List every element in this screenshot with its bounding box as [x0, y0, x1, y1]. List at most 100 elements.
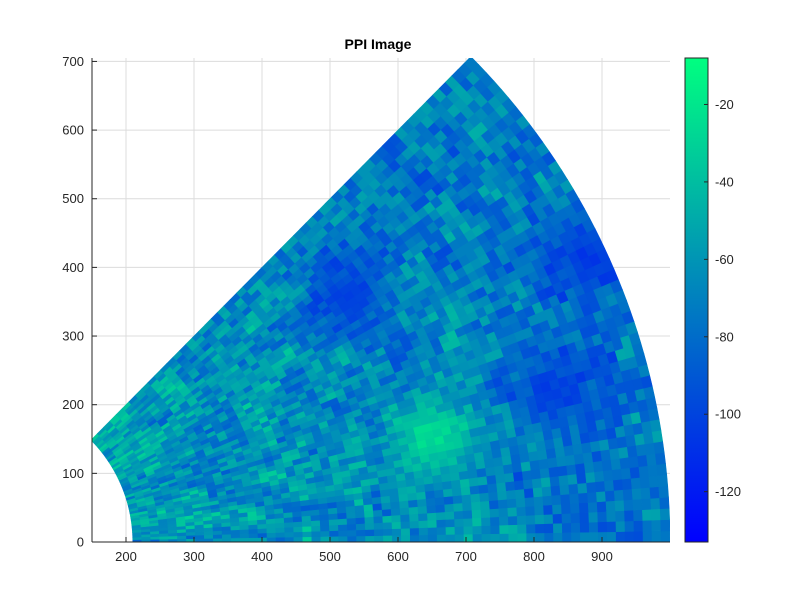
sector-cell	[511, 462, 523, 473]
sector-cell	[301, 520, 312, 527]
sector-cell	[557, 465, 569, 477]
sector-cell	[645, 396, 658, 411]
colorbar-ticks: -20 -40 -60 -80 -100 -120	[704, 97, 741, 499]
sector-cell	[329, 530, 339, 537]
sector-cell	[570, 512, 581, 524]
sector-cell	[648, 475, 660, 488]
x-tick-label: 300	[183, 549, 205, 564]
sector-cell	[487, 482, 498, 493]
sector-cell	[621, 477, 633, 490]
sector-cell	[374, 535, 384, 542]
sector-cell	[576, 472, 587, 484]
sector-cell	[538, 458, 550, 470]
sector-cell	[529, 459, 541, 471]
sector-cell	[485, 466, 496, 477]
sector-cell	[382, 528, 393, 536]
sector-cell	[275, 531, 286, 538]
sector-cell	[525, 514, 536, 525]
y-tick-label: 100	[62, 466, 84, 481]
sector-cell	[292, 521, 303, 528]
sector-cell	[626, 444, 638, 458]
sector-cell	[610, 457, 622, 471]
sector-cell	[622, 488, 634, 501]
sector-cell	[248, 537, 259, 542]
sector-cell	[195, 534, 205, 539]
sector-cell	[364, 516, 375, 524]
sector-cell	[460, 485, 472, 496]
sector-cell	[615, 520, 626, 532]
sector-cell	[658, 485, 669, 499]
sector-cell	[506, 489, 517, 500]
colorbar-tick-label: -20	[715, 97, 734, 112]
colorbar-tick-label: -80	[715, 329, 734, 344]
sector-cell	[488, 491, 499, 501]
sector-cell	[328, 518, 339, 526]
sector-cell	[548, 466, 560, 478]
sector-cell	[588, 521, 599, 533]
sector-cell	[275, 536, 286, 542]
sector-cell	[542, 495, 553, 506]
sector-cell	[346, 523, 357, 531]
sector-cell	[614, 499, 625, 512]
sector-cell	[257, 532, 268, 538]
sector-cell	[660, 519, 670, 532]
sector-cell	[383, 535, 393, 542]
sector-cell	[347, 529, 357, 537]
y-tick-label: 600	[62, 123, 84, 138]
sector-cell	[597, 511, 608, 523]
sector-cell	[633, 520, 644, 532]
sector-cell	[230, 537, 241, 542]
sector-cell	[302, 536, 313, 542]
sector-cell	[417, 505, 428, 514]
sector-cell	[284, 536, 295, 542]
sector-cell	[453, 510, 464, 520]
sector-cell	[390, 500, 401, 510]
sector-cell	[311, 530, 322, 537]
sector-cell	[637, 454, 649, 467]
sector-cell	[490, 516, 500, 526]
sector-cell	[521, 469, 533, 481]
sector-cell	[615, 531, 626, 542]
sector-cell	[372, 502, 383, 511]
sector-cell	[504, 472, 515, 483]
sector-cell	[508, 524, 519, 534]
sector-cell	[459, 478, 471, 488]
sector-cell	[436, 526, 447, 535]
sector-cell	[552, 513, 563, 524]
sector-cell	[356, 529, 366, 537]
sector-cell	[642, 508, 653, 521]
sector-cell	[407, 492, 418, 501]
sector-cell	[577, 482, 588, 494]
sector-cell	[532, 486, 544, 498]
sector-cell	[507, 506, 518, 517]
sector-cell	[451, 486, 463, 497]
sector-cell	[337, 523, 348, 531]
sector-cell	[373, 522, 384, 530]
sector-cell	[642, 530, 653, 542]
sector-cell	[651, 519, 662, 532]
sector-cell	[435, 504, 446, 513]
sector-cell	[569, 502, 581, 514]
sector-cell	[596, 490, 607, 503]
sector-cell	[469, 484, 480, 495]
sector-cell	[442, 487, 454, 498]
sector-cell	[549, 475, 561, 487]
sector-cell	[461, 493, 472, 504]
sector-cell	[392, 534, 402, 542]
x-tick-label: 400	[251, 549, 273, 564]
x-tick-label: 700	[455, 549, 477, 564]
sector-cell	[569, 492, 580, 504]
sector-cell	[471, 509, 482, 519]
sector-cell	[522, 478, 534, 490]
sector-cell	[436, 519, 447, 528]
sector-cell	[490, 533, 501, 542]
sector-cell	[566, 463, 577, 476]
sector-cell	[516, 506, 527, 517]
sector-cell	[213, 537, 223, 542]
sector-cell	[257, 537, 268, 542]
sector-cell	[195, 538, 205, 542]
sector-cell	[589, 531, 599, 542]
sector-cell	[329, 524, 339, 532]
sector-cell	[633, 530, 644, 542]
sector-cell	[441, 480, 453, 490]
